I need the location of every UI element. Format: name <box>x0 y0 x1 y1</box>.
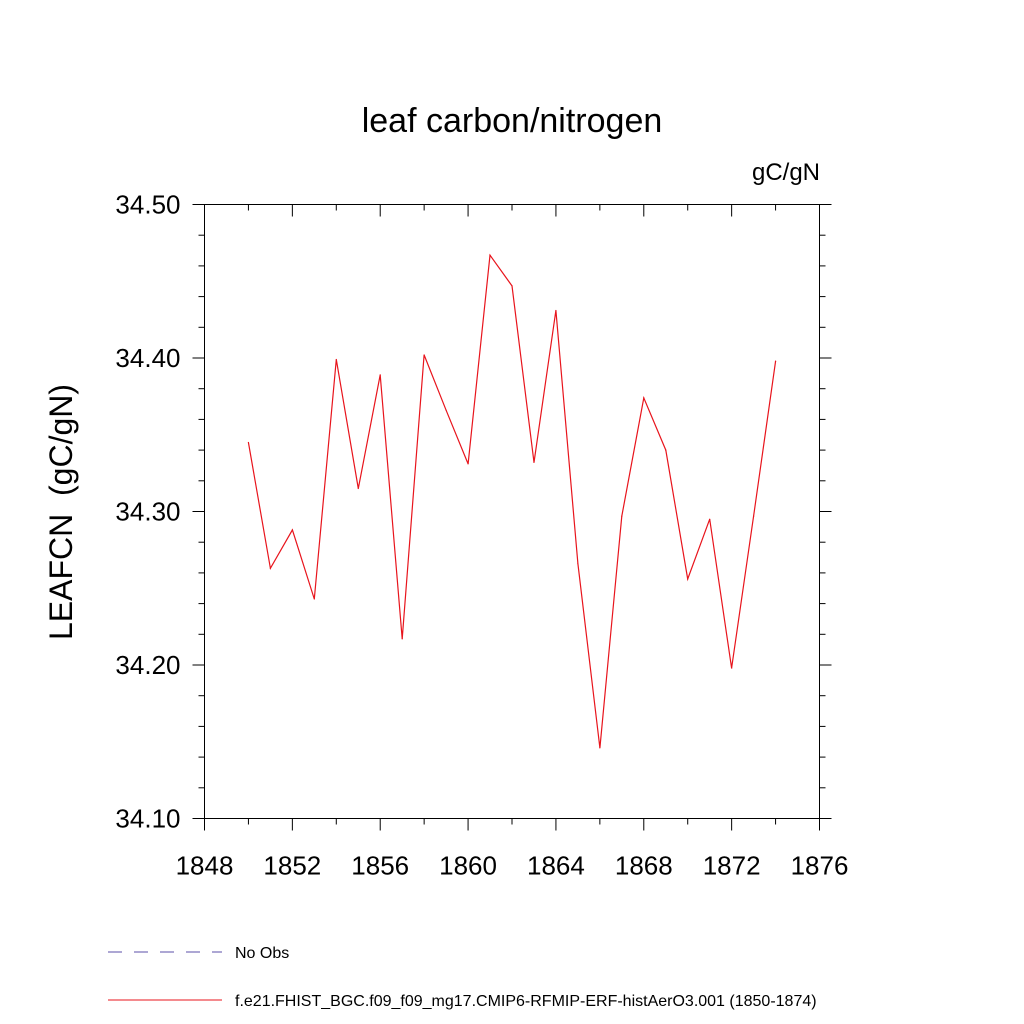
data-point <box>687 578 689 580</box>
x-tick-label: 1860 <box>439 851 497 881</box>
data-point <box>774 360 777 362</box>
x-tick-label: 1848 <box>176 851 234 881</box>
data-point <box>577 563 579 565</box>
series-lines <box>247 253 777 749</box>
x-tick-label: 1852 <box>263 851 321 881</box>
y-tick-label: 34.10 <box>115 804 180 834</box>
data-point <box>533 461 535 463</box>
data-point <box>489 254 491 256</box>
data-point <box>555 309 557 312</box>
y-tick-label: 34.50 <box>115 190 180 220</box>
axis-ticks <box>192 204 832 831</box>
data-point <box>291 529 293 531</box>
x-tick-label: 1864 <box>527 851 585 881</box>
x-tick-label: 1876 <box>791 851 849 881</box>
series-line-1 <box>247 253 777 748</box>
y-tick-label: 34.20 <box>115 650 180 680</box>
data-point <box>753 515 755 517</box>
data-point <box>599 747 601 749</box>
data-point <box>269 567 271 569</box>
data-point <box>643 397 645 399</box>
legend-label-0: No Obs <box>235 945 289 962</box>
y-tick-label: 34.30 <box>115 497 180 527</box>
plot-frame <box>204 204 820 819</box>
data-point <box>423 354 425 356</box>
axis-tick-labels: 1848 1852 1856 1860 1864 1868 1872 1876 34.10 34.… <box>115 190 848 881</box>
legend: No Obs f.e21.FHIST_BGC.f09_f09_mg17.CMIP6… <box>108 945 817 1010</box>
data-point <box>467 463 469 465</box>
y-axis-label: LEAFCN (gC/gN) <box>43 384 79 640</box>
data-point <box>247 441 250 444</box>
data-point <box>335 358 337 361</box>
x-tick-label: 1856 <box>351 851 409 881</box>
data-point <box>709 518 711 520</box>
data-point <box>401 638 403 640</box>
data-point <box>731 667 733 669</box>
data-point <box>621 515 623 517</box>
data-point <box>357 487 359 490</box>
data-point <box>313 598 315 600</box>
data-point <box>665 449 667 451</box>
data-point <box>511 285 513 287</box>
data-point <box>445 409 447 411</box>
legend-label-1: f.e21.FHIST_BGC.f09_f09_mg17.CMIP6-RFMIP… <box>235 993 817 1010</box>
chart-title: leaf carbon/nitrogen <box>362 102 663 140</box>
data-point <box>379 374 381 376</box>
x-tick-label: 1872 <box>703 851 761 881</box>
units-label: gC/gN <box>752 159 820 186</box>
x-tick-label: 1868 <box>615 851 673 881</box>
y-tick-label: 34.40 <box>115 343 180 373</box>
